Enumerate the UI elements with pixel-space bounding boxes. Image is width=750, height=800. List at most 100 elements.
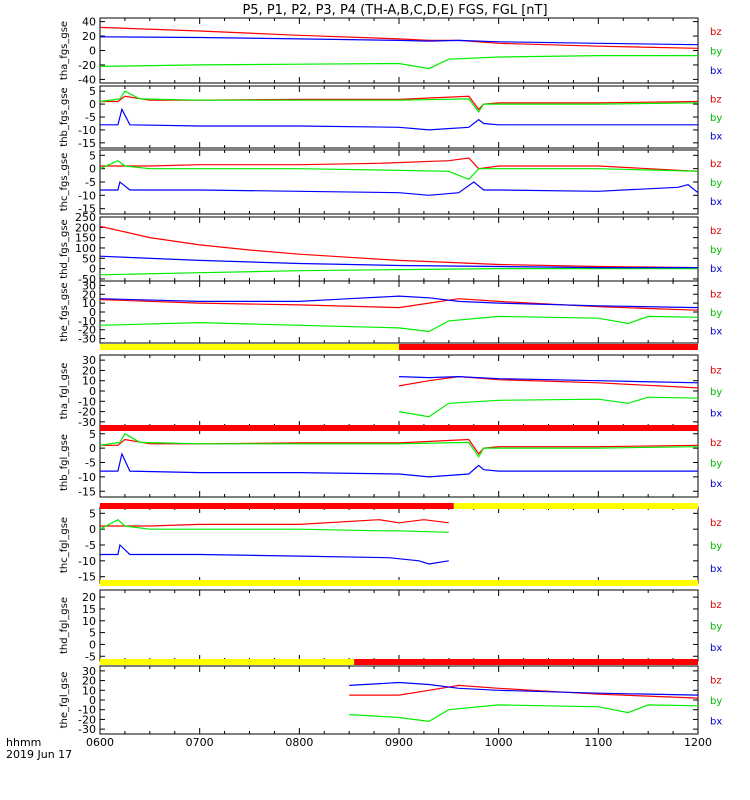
legend-by: by (710, 245, 722, 256)
y-axis-label: thb_fgs_gse (59, 87, 70, 146)
y-axis-label: tha_fgs_gse (59, 21, 70, 80)
y-tick-label: 10 (82, 297, 96, 310)
y-tick-label: 20 (82, 30, 96, 43)
y-tick-label: 0 (89, 45, 96, 58)
y-tick-label: -30 (78, 416, 96, 429)
x-tick-label: 1200 (684, 736, 712, 749)
legend-bx: bx (710, 643, 722, 654)
series-bx-line (398, 375, 699, 384)
y-tick-label: 5 (89, 428, 96, 441)
y-tick-label: 0 (89, 523, 96, 536)
legend-by: by (710, 47, 722, 58)
y-tick-label: 10 (82, 684, 96, 697)
y-tick-label: -10 (78, 315, 96, 328)
y-axis-label: thb_fgl_gse (59, 434, 70, 491)
panel-thb_fgs_gse: 50-5-10-15 thb_fgs_gse bz by bx (59, 85, 722, 150)
series-bz-line (99, 225, 699, 269)
mode-bar-segment (399, 344, 698, 350)
y-tick-label: -10 (78, 555, 96, 568)
x-tick-label: 0600 (86, 736, 114, 749)
y-tick-label: -20 (78, 713, 96, 726)
y-axis-label: tha_fgl_gse (59, 363, 70, 420)
y-tick-label: -50 (78, 273, 96, 286)
y-tick-label: 10 (82, 375, 96, 388)
legend-bx: bx (710, 716, 722, 727)
panel-frame (99, 280, 699, 344)
y-tick-label: 0 (89, 442, 96, 455)
series-bx-line (99, 36, 699, 46)
panel-frame (99, 85, 699, 149)
y-tick-label: -5 (85, 539, 96, 552)
y-tick-label: 150 (75, 232, 96, 245)
y-tick-label: 30 (82, 354, 96, 367)
y-tick-label: 0 (89, 306, 96, 319)
date-label: 2019 Jun 17 (6, 748, 72, 761)
chart-title: P5, P1, P2, P3, P4 (TH-A,B,C,D,E) FGS, F… (242, 3, 547, 18)
panel-frame (99, 17, 699, 84)
series-bx-line (100, 180, 699, 196)
panel-frame (99, 665, 699, 735)
series-bx-line (99, 295, 699, 309)
y-tick-label: 0 (89, 163, 96, 176)
y-axis-label: the_fgl_gse (59, 672, 70, 729)
panel-frame (99, 216, 699, 282)
series-bz-line (100, 519, 449, 527)
series-bz-line (100, 95, 699, 111)
y-tick-label: 200 (75, 221, 96, 234)
legend-bz: bz (710, 289, 722, 300)
y-axis-label: thc_fgl_gse (59, 517, 70, 573)
y-tick-label: -40 (78, 73, 96, 86)
y-tick-label: -5 (85, 457, 96, 470)
y-tick-label: 30 (82, 665, 96, 678)
y-tick-label: -30 (78, 333, 96, 346)
y-tick-label: 40 (82, 16, 96, 29)
series-bx-line (99, 255, 698, 269)
x-tick-label: 0700 (186, 736, 214, 749)
y-tick-label: -5 (85, 111, 96, 124)
legend-by: by (710, 178, 722, 189)
y-tick-label: -5 (85, 176, 96, 189)
legend-bx: bx (710, 564, 722, 575)
legend-bz: bz (710, 518, 722, 529)
legend-by: by (710, 622, 722, 633)
series-by-line (99, 268, 698, 276)
y-tick-label: -10 (78, 704, 96, 717)
legend-bx: bx (710, 197, 722, 208)
series-bz-line (99, 298, 699, 311)
panel-frame (99, 427, 699, 498)
series-by-line (99, 54, 698, 70)
y-tick-label: 0 (89, 263, 96, 276)
y-tick-label: 5 (89, 627, 96, 640)
y-tick-label: 5 (89, 85, 96, 98)
panel-frame (99, 506, 699, 584)
series-bx-line (100, 107, 698, 131)
legend-bx: bx (710, 409, 722, 420)
series-by-line (349, 704, 699, 723)
mode-bar-segment (354, 659, 698, 665)
y-tick-label: 100 (75, 242, 96, 255)
x-tick-label: 0800 (285, 736, 313, 749)
legend-bz: bz (710, 94, 722, 105)
x-tick-label: 1100 (584, 736, 612, 749)
series-by-line (398, 396, 699, 418)
y-tick-label: 0 (89, 98, 96, 111)
x-axis-label: hhmm (6, 736, 41, 749)
panel-frame (99, 354, 699, 428)
series-by-line (99, 315, 699, 333)
legend-bx: bx (710, 264, 722, 275)
x-axis: 0600 0700 0800 0900 1000 1100 1200 (86, 736, 712, 749)
series-bz-line (100, 438, 699, 455)
mode-bars-group (100, 344, 698, 665)
series-by-line (99, 160, 699, 181)
legend-bx: bx (710, 132, 722, 143)
y-tick-label: 15 (82, 603, 96, 616)
y-tick-label: 0 (89, 385, 96, 398)
y-tick-label: 5 (89, 507, 96, 520)
